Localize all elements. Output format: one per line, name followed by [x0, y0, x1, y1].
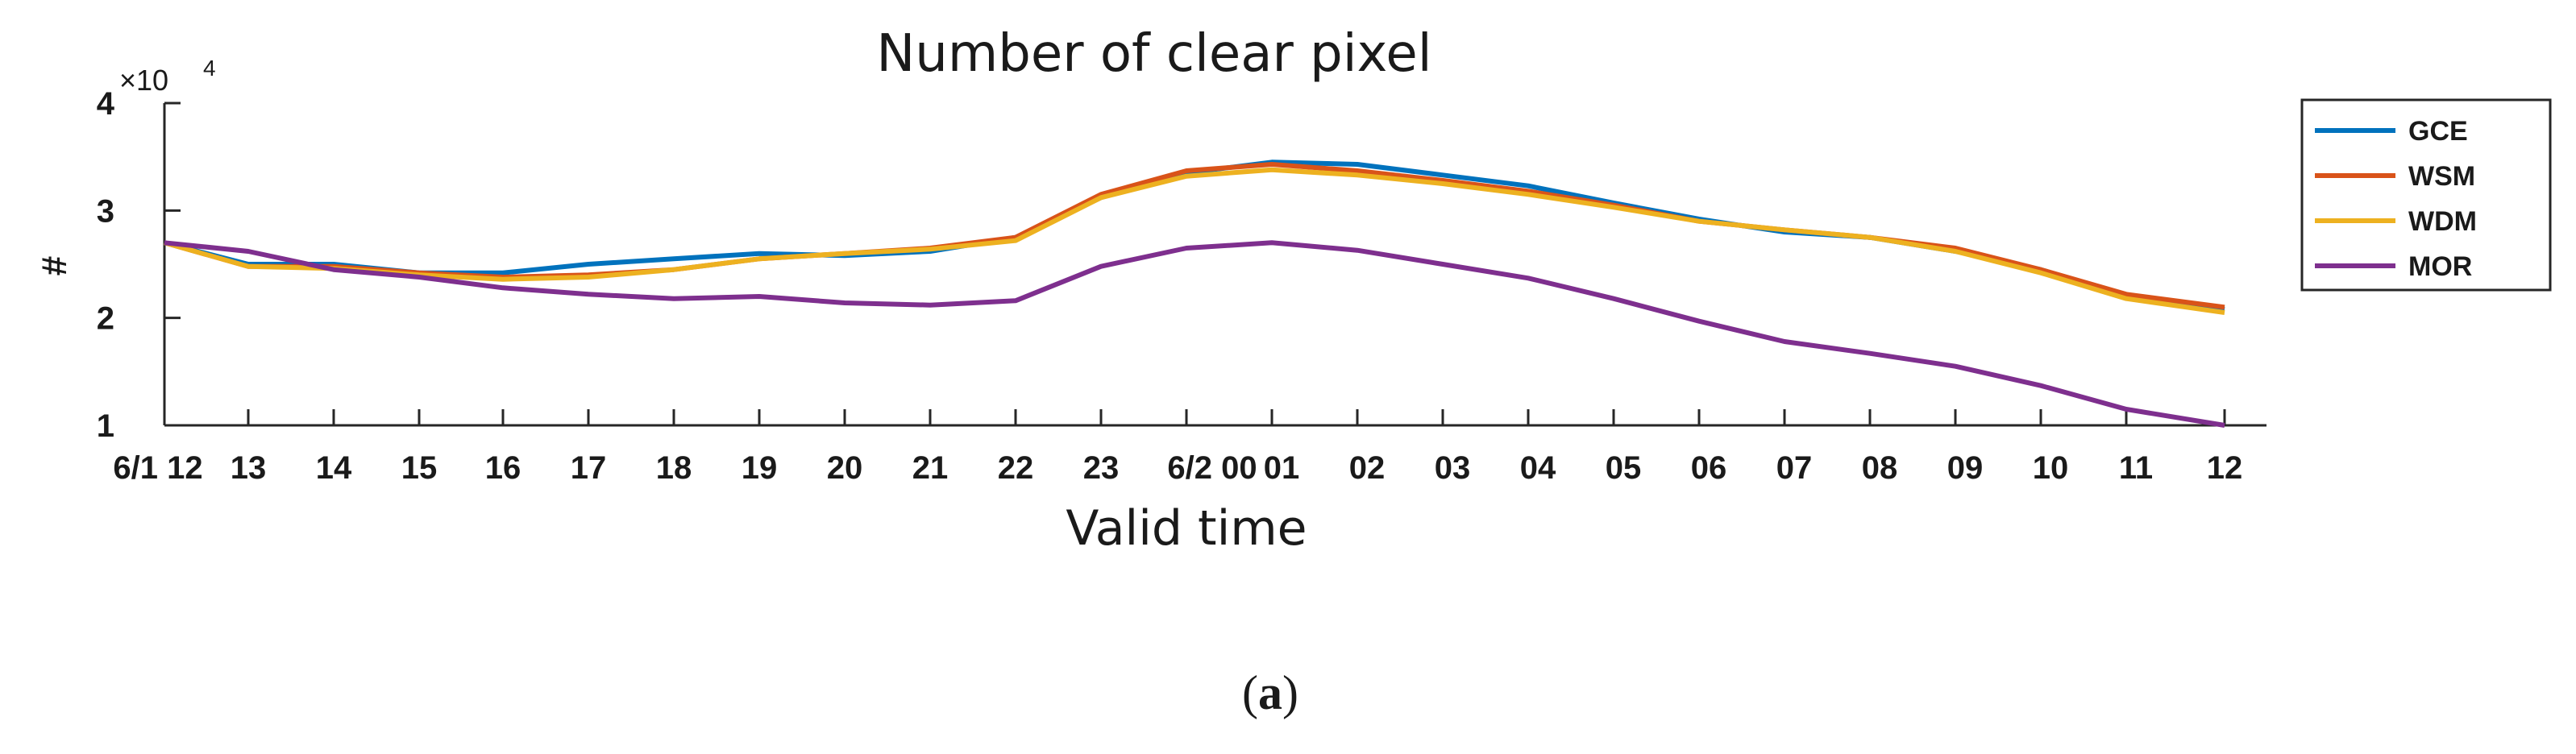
y-exponent: ×10 4 [119, 56, 216, 97]
x-tick-label: 21 [912, 450, 949, 486]
x-tick-label: 14 [316, 450, 352, 486]
x-tick-label: 20 [827, 450, 863, 486]
x-tick-label: 01 [1264, 450, 1300, 486]
x-tick-label: 19 [742, 450, 778, 486]
legend-label-wsm: WSM [2408, 161, 2475, 192]
chart-title: Number of clear pixel [876, 24, 1431, 84]
x-axis-label: Valid time [1066, 500, 1307, 557]
panel-label: (a) [1242, 666, 1298, 719]
x-tick-label: 07 [1776, 450, 1813, 486]
y-tick-label: 1 [97, 408, 114, 444]
x-tick-label: 02 [1349, 450, 1386, 486]
panel-letter: a [1258, 666, 1282, 719]
x-tick-label: 05 [1606, 450, 1642, 486]
legend: GCE WSM WDM MOR [2300, 98, 2552, 292]
x-tick-label: 15 [401, 450, 438, 486]
x-tick-label: 16 [485, 450, 521, 486]
x-tick-label: 12 [2207, 450, 2243, 486]
x-tick-label: 13 [231, 450, 267, 486]
y-axis-label: # [35, 256, 74, 276]
x-tick-label: 10 [2033, 450, 2069, 486]
x-tick-label: 08 [1862, 450, 1898, 486]
series-line-gce [164, 160, 2225, 312]
series-line-wdm [164, 167, 2225, 315]
y-tick-label: 4 [97, 86, 115, 122]
y-exponent-power: 4 [203, 56, 216, 81]
x-tick-label: 17 [571, 450, 607, 486]
legend-label-gce: GCE [2408, 116, 2468, 147]
x-tick-label: 03 [1435, 450, 1471, 486]
x-tick-label: 04 [1520, 450, 1556, 486]
series-line-mor [164, 240, 2225, 428]
x-tick-label: 06 [1691, 450, 1727, 486]
series-lines [164, 160, 2225, 428]
x-tick-label: 6/1 12 [113, 450, 202, 486]
x-tick-label: 18 [656, 450, 692, 486]
x-tick-label: 23 [1083, 450, 1120, 486]
legend-label-mor: MOR [2408, 251, 2472, 282]
x-tick-label: 22 [998, 450, 1034, 486]
y-tick-label: 2 [97, 301, 114, 337]
x-tick-label: 11 [2119, 450, 2153, 486]
legend-label-wdm: WDM [2408, 206, 2477, 237]
x-tick-label: 6/2 00 [1167, 450, 1257, 486]
y-tick-label: 3 [97, 193, 114, 229]
x-tick-label: 09 [1947, 450, 1984, 486]
y-exponent-base: ×10 [119, 64, 168, 97]
